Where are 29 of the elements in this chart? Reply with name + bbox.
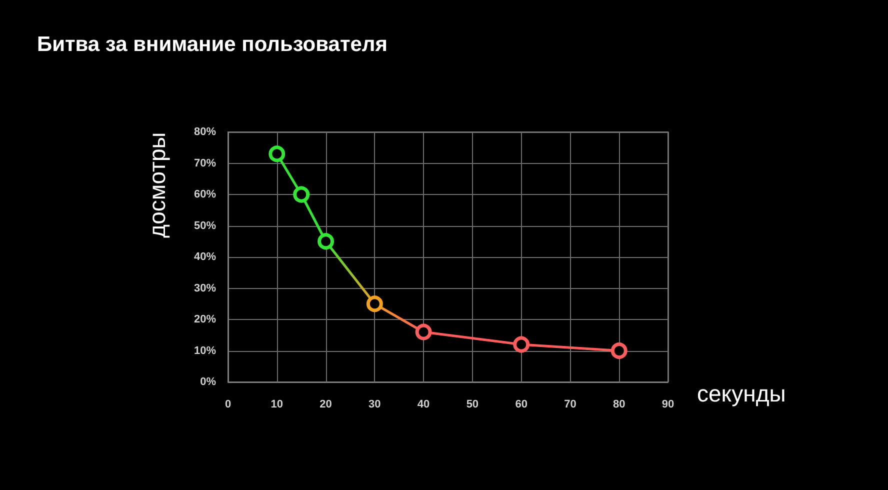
x-tick-label: 70 — [564, 398, 576, 410]
y-tick-label: 10% — [194, 344, 216, 357]
point — [415, 324, 432, 340]
point — [268, 146, 286, 162]
y-tick-label: 30% — [194, 282, 216, 294]
point — [318, 233, 334, 250]
y-tick-label: 0% — [200, 376, 216, 388]
point — [366, 296, 383, 312]
y-axis-title: досмотры — [144, 132, 170, 238]
x-tick-label: 10 — [270, 398, 284, 410]
x-tick-label: 60 — [515, 398, 528, 410]
x-tick-label: 50 — [466, 398, 479, 410]
y-tick-label: 40% — [194, 251, 216, 263]
x-tick-label: 20 — [320, 398, 332, 410]
chart-title: Битва за внимание пользователя — [37, 33, 388, 56]
y-tick-label: 80% — [194, 126, 216, 138]
y-tick-label: 50% — [194, 220, 216, 232]
point — [610, 342, 628, 359]
x-tick-label: 30 — [368, 398, 381, 410]
x-tick-label: 90 — [662, 398, 674, 410]
x-tick-label: 40 — [417, 398, 430, 410]
y-tick-label: 20% — [194, 314, 216, 326]
x-tick-label: 0 — [224, 398, 232, 410]
x-axis-title: секунды — [697, 380, 786, 406]
point — [293, 186, 310, 203]
y-tick-label: 70% — [194, 157, 216, 170]
point — [513, 336, 530, 353]
y-tick-label: 60% — [194, 188, 216, 200]
x-tick-label: 80 — [612, 398, 626, 410]
